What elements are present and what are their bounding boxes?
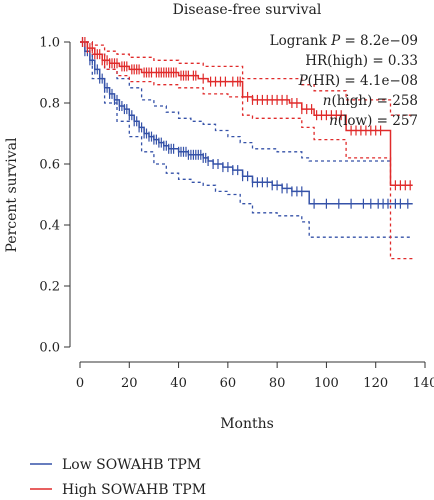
x-tick-label: 120 (363, 376, 388, 391)
y-tick-label: 0.4 (39, 219, 60, 234)
x-tick-label: 40 (170, 376, 187, 391)
y-tick-label: 0.6 (39, 158, 60, 173)
curves-layer (80, 37, 413, 260)
annotation-line-3: n(high) = 258 (323, 93, 418, 109)
legend: Low SOWAHB TPM High SOWAHB TPM (30, 457, 206, 498)
y-tick-label: 0.0 (39, 341, 60, 356)
y-tick-label: 1.0 (39, 36, 60, 51)
x-ticks: 0 20 40 60 80 100 120 140 (76, 362, 434, 391)
annotation-line-1: HR(high) = 0.33 (305, 53, 418, 69)
ci-lower-low (80, 41, 413, 238)
x-axis-label: Months (220, 416, 274, 432)
plot-axes (69, 42, 425, 363)
legend-label-low: Low SOWAHB TPM (62, 457, 201, 473)
x-tick-label: 100 (314, 376, 339, 391)
annotation-line-4: n(low) = 257 (329, 113, 418, 129)
annotation-line-0: Logrank P = 8.2e−09 (270, 33, 418, 49)
x-tick-label: 60 (220, 376, 237, 391)
x-tick-label: 80 (269, 376, 286, 391)
x-tick-label: 140 (413, 376, 434, 391)
x-tick-label: 0 (76, 376, 84, 391)
ci-lower-high (80, 41, 413, 260)
series-low (80, 37, 413, 238)
y-axis-label: Percent survival (4, 137, 20, 253)
series-high (80, 37, 413, 260)
annotation-line-2: P(HR) = 4.1e−08 (298, 73, 418, 89)
legend-label-high: High SOWAHB TPM (62, 482, 206, 498)
y-tick-label: 0.8 (39, 97, 60, 112)
y-tick-label: 0.2 (39, 280, 60, 295)
x-tick-label: 20 (121, 376, 138, 391)
y-ticks: 0.0 0.2 0.4 0.6 0.8 1.0 (39, 36, 70, 356)
chart-title: Disease-free survival (173, 2, 322, 18)
stats-annotations: Logrank P = 8.2e−09 HR(high) = 0.33 P(HR) … (270, 33, 418, 129)
ci-upper-low (80, 41, 391, 162)
